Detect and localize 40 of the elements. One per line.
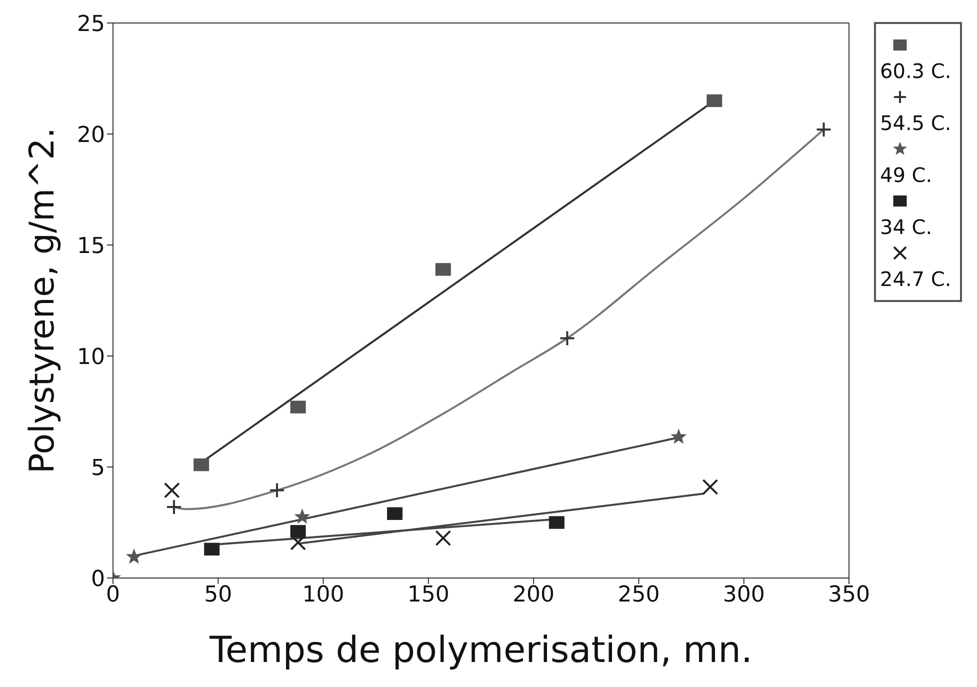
y-axis-title: Polystyrene, g/m^2.	[22, 127, 62, 474]
x-tick-label: 300	[722, 582, 765, 608]
x-axis-title: Temps de polymerisation, mn.	[208, 630, 752, 671]
point	[290, 534, 306, 550]
point	[548, 516, 564, 529]
x-tick-label: 50	[204, 582, 232, 608]
point	[269, 482, 286, 498]
legend-label: 49 C.	[880, 162, 934, 188]
point	[672, 430, 686, 444]
y-tick-label: 5	[91, 456, 105, 481]
point	[295, 509, 310, 524]
x-tick-label: 350	[828, 582, 870, 608]
y-tick-label: 25	[77, 12, 105, 37]
y-tick-label: 20	[77, 122, 105, 148]
point	[435, 263, 451, 276]
point	[204, 542, 220, 556]
point	[702, 478, 718, 495]
point	[126, 549, 142, 564]
legend-label: 34 C.	[880, 214, 934, 240]
x-tick-label: 250	[618, 582, 660, 608]
point	[387, 507, 403, 520]
point	[166, 498, 182, 515]
y-tick-label: 15	[77, 234, 105, 259]
point	[290, 525, 306, 538]
point	[194, 458, 210, 472]
point	[435, 530, 452, 546]
legend-label: 24.7 C.	[880, 266, 952, 292]
x-tick-label: 200	[512, 582, 555, 608]
point	[559, 330, 576, 346]
x-tick-label: 150	[407, 582, 450, 608]
point	[706, 94, 722, 108]
y-tick-label: 0	[91, 566, 105, 592]
y-tick-label: 10	[77, 344, 105, 370]
point	[164, 482, 180, 498]
point	[290, 400, 306, 414]
legend-label: 60.3 C.	[880, 58, 952, 84]
x-tick-label: 100	[302, 582, 344, 608]
point	[816, 122, 832, 138]
legend-label: 54.5 C.	[880, 110, 952, 136]
line-series	[172, 128, 825, 510]
